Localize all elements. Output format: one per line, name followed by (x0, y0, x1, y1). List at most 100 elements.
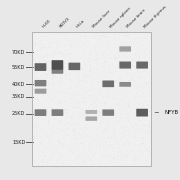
Point (42, 106, 45, 109)
Point (47, 46, 50, 48)
Point (41, 65, 44, 68)
Point (96, 84, 99, 86)
Point (51, 131, 54, 134)
Point (125, 126, 128, 129)
Point (76, 138, 78, 141)
Point (113, 158, 116, 160)
Point (63, 129, 66, 131)
Point (138, 57, 141, 59)
Point (77, 84, 80, 87)
Point (136, 67, 139, 70)
Point (37, 57, 40, 59)
Point (108, 64, 111, 66)
Point (125, 73, 128, 76)
Point (145, 34, 148, 37)
Point (124, 129, 127, 132)
Point (96, 99, 99, 102)
Point (72, 57, 75, 59)
Point (93, 91, 96, 94)
Point (47, 85, 50, 88)
FancyBboxPatch shape (136, 109, 148, 116)
Point (142, 71, 145, 74)
Point (74, 35, 77, 38)
Point (60, 74, 63, 77)
Point (85, 108, 87, 111)
Point (89, 53, 91, 56)
Point (38, 60, 41, 63)
Point (52, 38, 55, 41)
Point (58, 46, 60, 49)
Point (39, 66, 42, 69)
Point (106, 48, 109, 51)
Point (95, 95, 98, 98)
Point (44, 161, 47, 164)
Point (148, 99, 150, 102)
Point (40, 142, 43, 145)
Point (128, 132, 131, 135)
Point (118, 54, 120, 57)
Point (63, 66, 66, 69)
Point (63, 36, 66, 39)
Point (40, 108, 43, 111)
Point (133, 88, 136, 91)
Point (74, 118, 77, 121)
Point (75, 37, 78, 39)
Point (131, 49, 134, 52)
Point (144, 124, 147, 127)
Point (68, 39, 71, 42)
Point (50, 136, 52, 139)
Point (51, 106, 54, 109)
Point (38, 68, 41, 71)
Point (34, 85, 37, 88)
Point (32, 46, 35, 49)
Point (61, 76, 64, 79)
Point (74, 33, 77, 36)
Point (131, 59, 134, 62)
Point (57, 100, 60, 103)
Point (81, 94, 84, 97)
Point (35, 52, 38, 55)
Point (79, 49, 82, 52)
Point (33, 139, 36, 142)
Point (94, 121, 97, 124)
Point (80, 136, 83, 139)
Point (100, 35, 103, 38)
Point (119, 126, 122, 129)
Point (119, 72, 122, 75)
Point (61, 109, 64, 112)
Point (73, 32, 76, 35)
Point (68, 143, 71, 146)
Point (48, 98, 51, 101)
Point (46, 163, 49, 166)
Point (110, 152, 113, 155)
Point (144, 33, 147, 36)
Point (47, 44, 50, 47)
Point (45, 52, 48, 55)
Point (109, 103, 112, 106)
Point (59, 123, 62, 126)
Point (127, 103, 129, 105)
Point (100, 132, 103, 135)
Point (46, 111, 49, 114)
Point (71, 93, 73, 96)
Point (140, 157, 142, 160)
Point (89, 116, 92, 119)
Point (59, 52, 62, 55)
Point (59, 54, 62, 57)
Point (51, 162, 54, 165)
Point (66, 106, 69, 109)
Point (54, 164, 57, 167)
Point (109, 75, 112, 78)
Point (89, 104, 92, 107)
Point (63, 133, 66, 136)
Point (89, 49, 92, 52)
Point (110, 109, 113, 112)
Point (71, 116, 74, 118)
Point (38, 148, 41, 151)
Point (90, 79, 93, 82)
Point (43, 56, 46, 58)
Point (120, 132, 122, 135)
Point (113, 154, 116, 156)
Point (120, 77, 123, 80)
Point (97, 86, 100, 89)
